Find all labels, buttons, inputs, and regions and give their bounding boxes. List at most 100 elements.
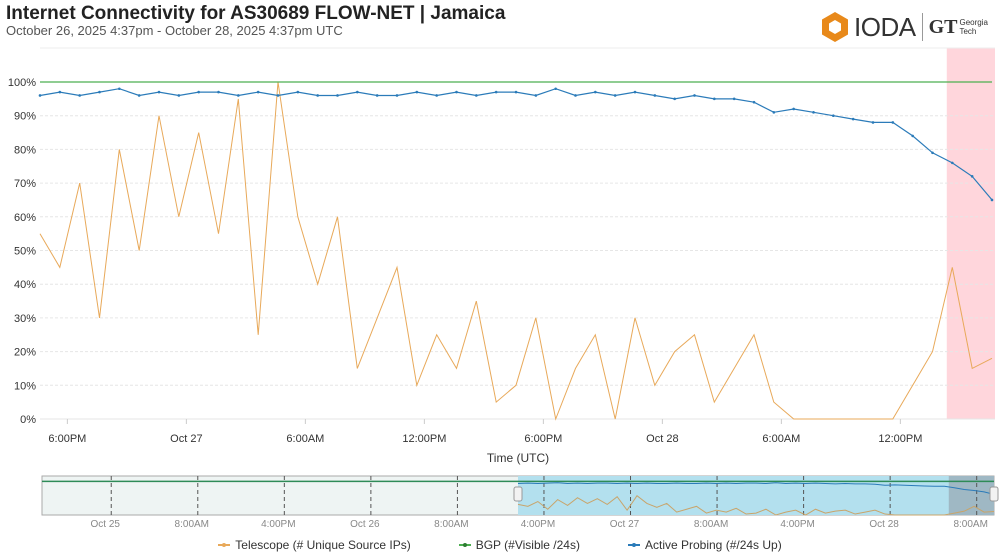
navigator-tick-label: Oct 26 [350,519,380,530]
active-probing-point [494,90,498,94]
active-probing-point [990,198,994,202]
x-tick-label: Oct 28 [646,433,678,445]
navigator-tick-label: 4:00PM [780,519,814,530]
y-tick-label: 10% [14,380,36,392]
active-probing-point [554,87,557,91]
navigator-telescope-line [517,495,995,516]
active-probing-point [118,87,121,91]
x-tick-label: 12:00PM [402,433,446,445]
x-tick-label: 12:00PM [878,433,922,445]
active-probing-point [752,100,756,104]
active-probing-point [911,134,914,138]
active-probing-point [356,90,359,94]
navigator-tick-label: 8:00AM [434,519,468,530]
y-tick-label: 90% [14,111,36,123]
active-probing-point [693,94,696,97]
x-tick-label: 6:00PM [524,433,562,445]
legend-bgp[interactable]: BGP (#Visible /24s) [458,538,580,552]
navigator-tick-label: Oct 27 [610,519,640,530]
chart-title: Internet Connectivity for AS30689 FLOW-N… [6,3,506,24]
y-tick-label: 70% [14,178,36,190]
ioda-logo[interactable]: IODA GT Georgia Tech [820,10,993,44]
navigator-tick-label: 4:00PM [261,519,295,530]
logo-divider [921,13,923,41]
navigator-tick-label: 8:00AM [694,519,728,530]
active-probing-point [197,90,200,94]
navigator-tick-label: 4:00PM [521,519,555,530]
active-probing-point [534,94,538,97]
telescope-line [39,81,993,421]
chart-subtitle: October 26, 2025 4:37pm - October 28, 20… [6,23,343,38]
active-probing-point [673,97,676,101]
active-probing-point [732,97,736,101]
legend-active-probing[interactable]: Active Probing (#/24s Up) [627,538,782,552]
active-probing-point [157,90,161,94]
y-tick-label: 100% [8,77,36,89]
active-probing-point [832,114,835,117]
navigator-probing-line [517,482,995,495]
legend: Telescope (# Unique Source IPs) BGP (#Vi… [0,538,1000,552]
active-probing-point [415,90,419,94]
active-probing-point [395,94,399,97]
active-probing-point [653,94,657,97]
active-probing-point [871,121,875,124]
navigator-tick-label: Oct 28 [869,519,899,530]
x-tick-label: 6:00AM [286,433,324,445]
y-tick-label: 20% [14,347,36,359]
y-tick-label: 60% [14,212,36,224]
active-probing-point [98,90,101,94]
active-probing-point [931,151,934,155]
ioda-icon [822,12,848,42]
active-probing-point [276,94,280,97]
x-tick-label: 6:00AM [762,433,800,445]
x-tick-label: 6:00PM [48,433,86,445]
gt-text: Georgia Tech [959,18,988,36]
legend-label: Telescope (# Unique Source IPs) [235,538,411,552]
ioda-wordmark: IODA [854,11,916,42]
active-probing-point [970,175,974,178]
navigator-selection [518,476,994,515]
active-probing-point [38,94,42,97]
active-probing-point [455,90,458,94]
y-tick-label: 40% [14,279,36,291]
y-tick-label: 30% [14,313,36,325]
active-probing-point [78,94,81,97]
active-probing-point [256,90,260,94]
active-probing-point [58,90,62,94]
active-probing-point [613,94,617,97]
active-probing-point [772,111,776,114]
active-probing-point [633,90,637,94]
active-probing-point [891,121,895,124]
x-tick-label: Oct 27 [170,433,202,445]
outage-region [946,48,995,419]
active-probing-point [514,90,518,94]
active-probing-point [217,90,220,94]
active-probing-point [375,94,379,97]
active-probing-point [951,161,954,165]
active-probing-point [574,94,577,97]
active-probing-point [713,97,716,101]
active-probing-point [475,94,478,97]
active-probing-point [851,117,855,121]
active-probing-point [792,107,795,111]
legend-label: Active Probing (#/24s Up) [644,538,782,552]
active-probing-point [336,94,339,97]
active-probing-point [137,94,141,97]
y-tick-label: 50% [14,246,36,258]
active-probing-point [812,111,815,114]
navigator-handle[interactable] [989,486,999,502]
legend-label: BGP (#Visible /24s) [475,538,580,552]
navigator-outage [948,476,994,515]
navigator-tick-label: Oct 25 [91,519,121,530]
active-probing-point [435,94,438,97]
navigator-handle[interactable] [513,486,523,502]
legend-telescope[interactable]: Telescope (# Unique Source IPs) [218,538,411,552]
active-probing-point [177,94,181,97]
active-probing-point [296,90,300,94]
active-probing-point [237,94,240,97]
navigator-tick-label: 8:00AM [175,519,209,530]
navigator-tick-label: 8:00AM [953,519,987,530]
gt-logo: GT [928,15,958,38]
y-tick-label: 0% [20,414,36,426]
